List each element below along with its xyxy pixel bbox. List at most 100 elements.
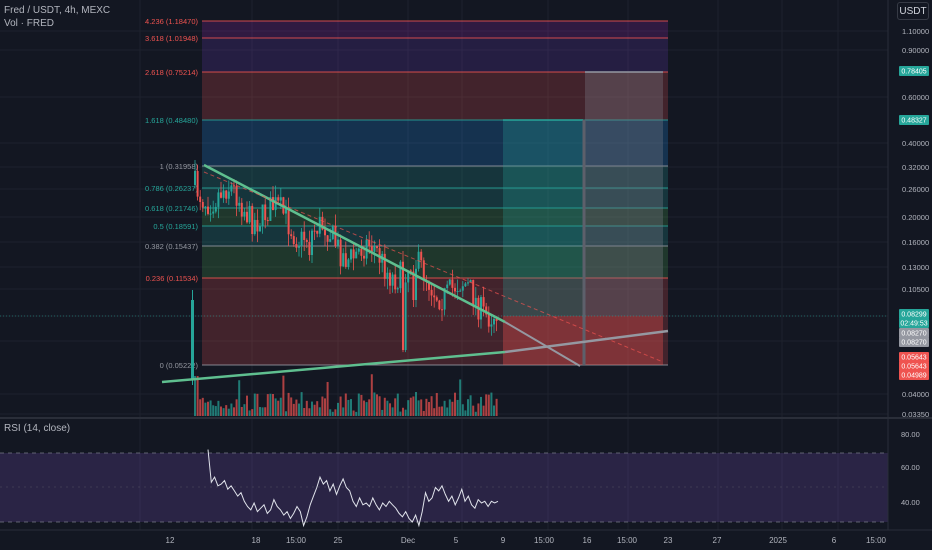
price-badge-text: 0.08270 bbox=[901, 331, 926, 338]
price-badge bbox=[899, 352, 929, 362]
fib-level-label: 0.618 (0.21746) bbox=[145, 204, 198, 213]
candle bbox=[493, 318, 495, 325]
price-badge-text: 0.08299 bbox=[901, 312, 926, 319]
price-badges: 0.78405 0.48327 0.08299 02:49:53 0.08270 0.08… bbox=[899, 66, 929, 380]
volume-bar bbox=[386, 400, 389, 416]
volume-bar bbox=[451, 401, 454, 416]
volume-bar bbox=[389, 403, 391, 416]
volume-bar bbox=[487, 394, 490, 416]
currency-button[interactable]: USDT bbox=[897, 2, 929, 20]
fib-zone bbox=[202, 38, 668, 72]
volume-bar bbox=[456, 399, 459, 416]
candle bbox=[363, 255, 365, 259]
candle bbox=[342, 253, 345, 267]
candle bbox=[373, 246, 376, 252]
candle bbox=[305, 240, 308, 242]
fib-level-label: 1.618 (0.48480) bbox=[145, 116, 198, 125]
candle bbox=[201, 201, 204, 208]
candle bbox=[339, 239, 342, 267]
volume-bar bbox=[331, 411, 334, 416]
volume-bar bbox=[412, 396, 415, 416]
volume-bar bbox=[443, 400, 446, 416]
volume-bar bbox=[342, 407, 345, 416]
candle bbox=[217, 192, 220, 207]
chart-legend: Fred / USDT, 4h, MEXC Vol · FRED bbox=[4, 4, 110, 30]
volume-bar bbox=[311, 401, 313, 416]
candle bbox=[396, 288, 399, 290]
volume-bar bbox=[370, 374, 373, 416]
volume-label[interactable]: Vol · FRED bbox=[4, 18, 55, 29]
candle bbox=[495, 318, 498, 321]
candle bbox=[446, 284, 449, 289]
volume-bar bbox=[246, 395, 248, 416]
volume-bar bbox=[316, 401, 319, 416]
fib-level-label: 0.236 (0.11534) bbox=[146, 274, 199, 283]
volume-bar bbox=[363, 400, 365, 416]
time-tick-label: Dec bbox=[401, 536, 415, 545]
candle bbox=[214, 206, 217, 212]
volume-bar bbox=[399, 411, 402, 416]
rsi-pane: 80.00 60.00 40.00 bbox=[0, 417, 932, 528]
volume-bar bbox=[204, 402, 207, 416]
volume-bar bbox=[326, 381, 329, 416]
fib-retracement-lines[interactable]: 4.236 (1.18470) 3.618 (1.01948) 2.618 (0.7… bbox=[145, 17, 668, 370]
candle bbox=[469, 280, 472, 283]
volume-bar bbox=[337, 402, 339, 416]
volume-bar bbox=[240, 406, 243, 416]
candle bbox=[295, 243, 298, 248]
profit-zone bbox=[503, 120, 583, 316]
price-badge bbox=[899, 66, 929, 76]
time-axis[interactable]: 12 18 15:00 25 Dec 5 9 15:00 16 15:00 23 27 2025 6 15:… bbox=[0, 529, 932, 545]
candle bbox=[360, 248, 363, 256]
candle bbox=[246, 211, 248, 223]
candle bbox=[399, 261, 402, 289]
chart-grid bbox=[0, 0, 888, 530]
candle bbox=[292, 236, 295, 244]
candle bbox=[300, 231, 303, 246]
volume-bar bbox=[409, 397, 412, 416]
candle bbox=[290, 234, 293, 237]
trendlines[interactable] bbox=[0, 163, 888, 384]
symbol-title[interactable]: Fred / USDT, 4h, MEXC bbox=[4, 5, 111, 16]
time-tick-label: 9 bbox=[501, 536, 506, 545]
ascending-support-extension bbox=[504, 329, 669, 354]
candle bbox=[253, 219, 256, 235]
candle bbox=[428, 281, 430, 290]
volume-bar bbox=[225, 405, 228, 416]
fib-zone bbox=[202, 72, 668, 120]
price-badge bbox=[899, 309, 929, 319]
volume-bar bbox=[435, 393, 438, 416]
price-tick-label: 0.32000 bbox=[902, 163, 929, 172]
candle bbox=[334, 225, 337, 246]
volume-bar bbox=[300, 392, 303, 416]
candle bbox=[321, 216, 324, 230]
volume-bar bbox=[350, 399, 352, 416]
volume-bar bbox=[201, 397, 204, 416]
time-tick-label: 25 bbox=[334, 536, 343, 545]
price-axis[interactable]: 1.10000 0.90000 0.60000 0.40000 0.32000 0.260… bbox=[887, 0, 929, 530]
candle bbox=[485, 306, 488, 315]
price-tick-label: 1.10000 bbox=[902, 27, 929, 36]
price-tick-label: 0.04000 bbox=[902, 390, 929, 399]
candle bbox=[451, 279, 454, 288]
volume-bar bbox=[396, 393, 399, 416]
fib-zone bbox=[202, 166, 668, 188]
candle bbox=[376, 246, 378, 249]
volume-bar bbox=[347, 399, 350, 416]
volume-bar bbox=[459, 379, 462, 416]
volume-bar bbox=[199, 399, 202, 416]
candle bbox=[272, 197, 274, 211]
volume-bar bbox=[428, 401, 430, 416]
price-badge-text: 0.78405 bbox=[901, 69, 926, 76]
volume-bar bbox=[433, 408, 436, 416]
volume-bar bbox=[324, 398, 326, 416]
candle bbox=[448, 279, 451, 285]
candle bbox=[459, 290, 462, 292]
candle bbox=[248, 205, 251, 223]
rsi-tick-label: 60.00 bbox=[901, 463, 920, 472]
fib-zone bbox=[202, 246, 668, 278]
rsi-legend[interactable]: RSI (14, close) bbox=[4, 423, 71, 434]
volume-bar bbox=[298, 403, 300, 416]
position-tool[interactable] bbox=[503, 71, 663, 365]
